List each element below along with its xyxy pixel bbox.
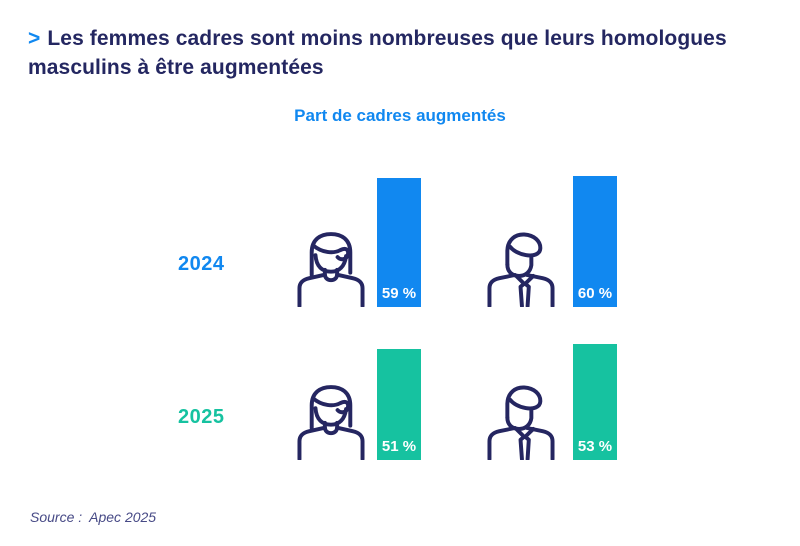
chart-row-2025: 2025 51 % 53 % bbox=[0, 320, 800, 460]
bar-2024-hommes: 60 % bbox=[573, 176, 617, 307]
chart-row-2024: 2024 59 % 60 % bbox=[0, 167, 800, 307]
bar-value-label: 59 % bbox=[381, 285, 417, 302]
man-icon bbox=[481, 227, 561, 307]
page-title: > Les femmes cadres sont moins nombreuses… bbox=[28, 24, 772, 82]
chart-title: Part de cadres augmentés bbox=[294, 106, 506, 125]
bar-2024-femmes: 59 % bbox=[377, 178, 421, 307]
woman-icon bbox=[291, 380, 371, 460]
bar-2025-hommes: 53 % bbox=[573, 344, 617, 460]
bar-2025-femmes: 51 % bbox=[377, 349, 421, 460]
man-icon bbox=[481, 380, 561, 460]
title-line1: Les femmes cadres sont moins nombreuses … bbox=[47, 27, 727, 50]
source-note: Source : Apec 2025 bbox=[30, 509, 156, 525]
source-value: Apec 2025 bbox=[89, 509, 157, 525]
source-label: Source : bbox=[30, 509, 83, 525]
year-label-2024: 2024 bbox=[178, 253, 225, 275]
bar-value-label: 60 % bbox=[577, 285, 613, 302]
year-label-2025: 2025 bbox=[178, 406, 225, 428]
woman-icon bbox=[291, 227, 371, 307]
title-line2: masculins à être augmentées bbox=[28, 56, 324, 79]
bar-value-label: 51 % bbox=[381, 438, 417, 455]
title-bullet-icon: > bbox=[28, 27, 41, 50]
bar-value-label: 53 % bbox=[577, 438, 613, 455]
